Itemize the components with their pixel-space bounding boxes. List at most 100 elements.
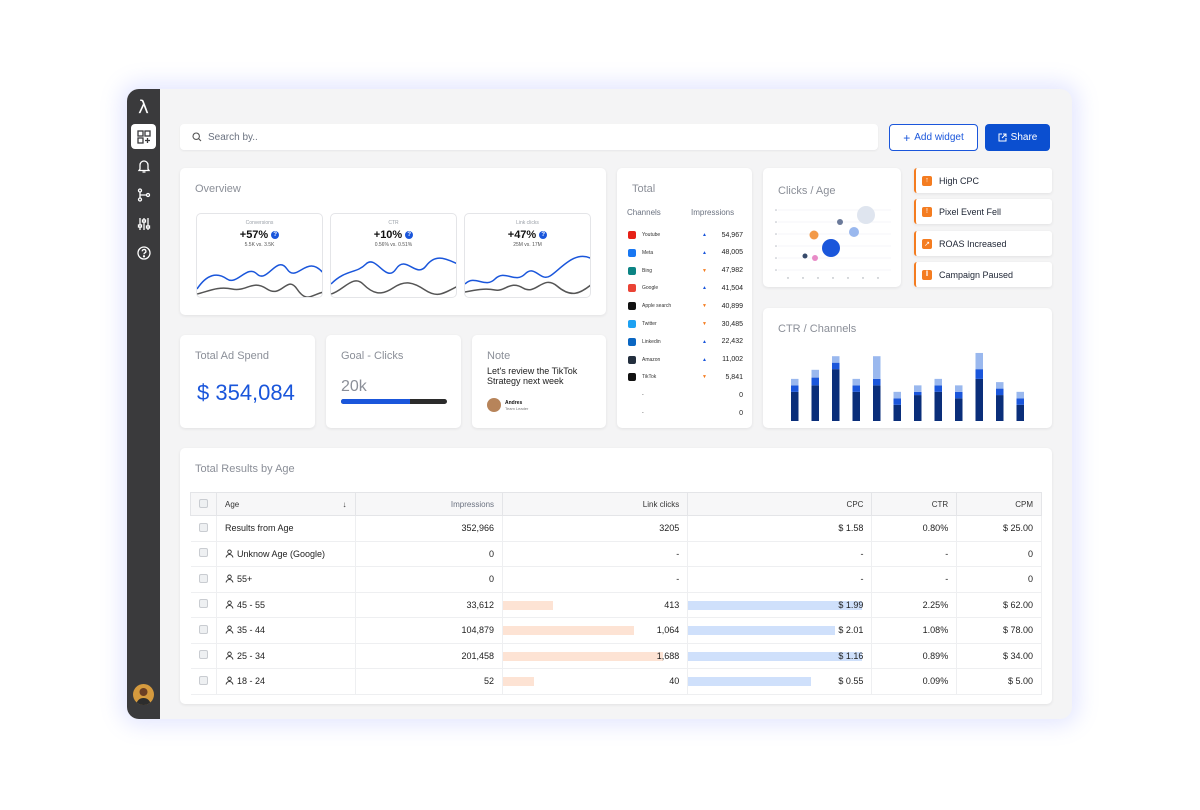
select-all-checkbox[interactable]	[199, 498, 208, 508]
sort-arrow-icon[interactable]: ↓	[342, 499, 347, 509]
ctr-bar-segment[interactable]	[811, 377, 820, 386]
metric-conversions[interactable]: Conversions +57%? 5.5K vs. 3.5K	[196, 213, 323, 298]
channel-row[interactable]: Apple search ▼ 40,899	[628, 300, 743, 312]
bubble[interactable]	[837, 219, 843, 225]
ctr-bar-segment[interactable]	[955, 385, 963, 392]
channel-row[interactable]: -0	[628, 407, 743, 419]
cpm-column-header[interactable]: CPM	[956, 492, 1042, 516]
ctr-bar-segment[interactable]	[914, 395, 922, 421]
ctr-bar-segment[interactable]	[934, 378, 943, 386]
channel-row[interactable]: Bing ▼ 47,982	[628, 265, 743, 277]
ctr-bar-segment[interactable]	[1016, 391, 1025, 399]
info-icon[interactable]: ?	[271, 231, 280, 239]
row-checkbox[interactable]	[198, 548, 208, 558]
bell-icon[interactable]	[133, 155, 154, 176]
channel-row[interactable]: Youtube ▲ 54,967	[628, 229, 743, 241]
ctr-bar-segment[interactable]	[1016, 404, 1025, 421]
trend-up-icon: ▲	[702, 285, 707, 292]
ctr-bar-segment[interactable]	[832, 356, 840, 363]
link-clicks-column-header[interactable]: Link clicks	[502, 492, 689, 516]
table-row[interactable]: 45 - 55 33,612 413 $ 1.99 2.25% $ 62.00	[190, 592, 1042, 618]
ctr-bar-segment[interactable]	[791, 391, 799, 421]
ctr-bar-segment[interactable]	[852, 391, 861, 421]
table-row[interactable]: 35 - 44 104,879 1,064 $ 2.01 1.08% $ 78.00	[190, 617, 1042, 644]
row-checkbox[interactable]	[198, 624, 208, 634]
ctr-bar-segment[interactable]	[893, 398, 902, 405]
ctr-cell: -	[871, 566, 958, 593]
alert-campaign-paused[interactable]: ‖ Campaign Paused	[914, 262, 1052, 287]
channel-row[interactable]: TikTok ▼ 5,841	[628, 371, 743, 383]
app-logo[interactable]: λ	[138, 96, 149, 118]
bubble[interactable]	[809, 230, 819, 240]
metric-link-clicks[interactable]: Link clicks +47%? 25M vs. 17M	[464, 213, 591, 298]
alert-roas[interactable]: ↗ ROAS Increased	[914, 231, 1052, 256]
table-row[interactable]: 55+ 0- - -0	[190, 566, 1042, 593]
cpc-column-header[interactable]: CPC	[687, 492, 873, 516]
ctr-bar-segment[interactable]	[975, 369, 984, 379]
bubble[interactable]	[812, 255, 818, 261]
share-button[interactable]: Share	[985, 124, 1050, 151]
ctr-bar-segment[interactable]	[852, 378, 861, 386]
ctr-bar-segment[interactable]	[832, 369, 840, 421]
ctr-bar-segment[interactable]	[934, 391, 943, 421]
alert-high-cpc[interactable]: ↑ High CPC	[914, 168, 1052, 193]
bubble[interactable]	[857, 206, 875, 224]
ctr-bar-segment[interactable]	[955, 391, 963, 399]
info-icon[interactable]: ?	[539, 231, 548, 239]
bubble[interactable]	[822, 239, 840, 257]
help-icon[interactable]	[133, 242, 154, 263]
channel-row[interactable]: Linkedin ▲ 22,432	[628, 336, 743, 348]
alert-pixel-event[interactable]: ! Pixel Event Fell	[914, 199, 1052, 224]
ctr-bar-segment[interactable]	[975, 378, 984, 421]
channel-row[interactable]: -0	[628, 389, 743, 401]
ctr-bar-segment[interactable]	[914, 385, 922, 392]
ctr-bar-segment[interactable]	[873, 378, 881, 386]
ctr-bar-segment[interactable]	[934, 385, 943, 392]
row-checkbox[interactable]	[198, 522, 208, 532]
info-icon[interactable]: ?	[405, 231, 414, 239]
row-checkbox[interactable]	[198, 599, 208, 609]
channel-row[interactable]: Meta ▲ 48,005	[628, 247, 743, 259]
ctr-bar-segment[interactable]	[791, 378, 799, 386]
ctr-bar-segment[interactable]	[852, 385, 861, 392]
user-avatar[interactable]	[133, 684, 154, 705]
ctr-bar-segment[interactable]	[873, 356, 881, 379]
ctr-bar-segment[interactable]	[975, 352, 984, 370]
age-column-header[interactable]: Age ↓	[216, 492, 356, 516]
ctr-bar-segment[interactable]	[1016, 398, 1025, 405]
person-icon	[225, 600, 234, 609]
channel-row[interactable]: Google ▲ 41,504	[628, 282, 743, 294]
row-checkbox[interactable]	[198, 573, 208, 583]
connections-icon[interactable]	[133, 184, 154, 205]
search-input[interactable]	[208, 131, 848, 143]
impressions-column-header[interactable]: Impressions	[354, 492, 504, 516]
row-checkbox[interactable]	[198, 675, 208, 685]
table-row[interactable]: 25 - 34 201,458 1,688 $ 1.16 0.89% $ 34.00	[190, 643, 1042, 669]
table-row[interactable]: Unknow Age (Google) 0- - -0	[190, 541, 1042, 567]
bubble[interactable]	[802, 253, 808, 259]
ctr-bar-segment[interactable]	[996, 382, 1004, 389]
table-row[interactable]: Results from Age 352,966 3205 $ 1.58 0.80% $ …	[190, 515, 1042, 542]
add-widget-button[interactable]: + Add widget	[889, 124, 978, 151]
ctr-bar-segment[interactable]	[811, 369, 820, 378]
ctr-bar-segment[interactable]	[996, 395, 1004, 421]
ctr-bar-segment[interactable]	[996, 388, 1004, 396]
settings-sliders-icon[interactable]	[133, 213, 154, 234]
ctr-column-header[interactable]: CTR	[871, 492, 958, 516]
dashboard-icon[interactable]	[131, 124, 156, 149]
metric-ctr[interactable]: CTR +10%? 0.56% vs. 0.51%	[330, 213, 457, 298]
channel-row[interactable]: Amazon ▲ 11,002	[628, 354, 743, 366]
bubble[interactable]	[849, 227, 859, 237]
ctr-bar-segment[interactable]	[893, 391, 902, 399]
ctr-bar-segment[interactable]	[955, 398, 963, 421]
ctr-bar-segment[interactable]	[914, 391, 922, 396]
ctr-bar-segment[interactable]	[832, 362, 840, 370]
search-bar[interactable]	[180, 124, 878, 150]
ctr-bar-segment[interactable]	[791, 385, 799, 392]
ctr-bar-segment[interactable]	[873, 385, 881, 421]
ctr-bar-segment[interactable]	[893, 404, 902, 421]
ctr-bar-segment[interactable]	[811, 385, 820, 421]
channel-row[interactable]: Twitter ▼ 30,485	[628, 318, 743, 330]
row-checkbox[interactable]	[198, 650, 208, 660]
table-row[interactable]: 18 - 24 52 40 $ 0.55 0.09% $ 5.00	[190, 668, 1042, 695]
